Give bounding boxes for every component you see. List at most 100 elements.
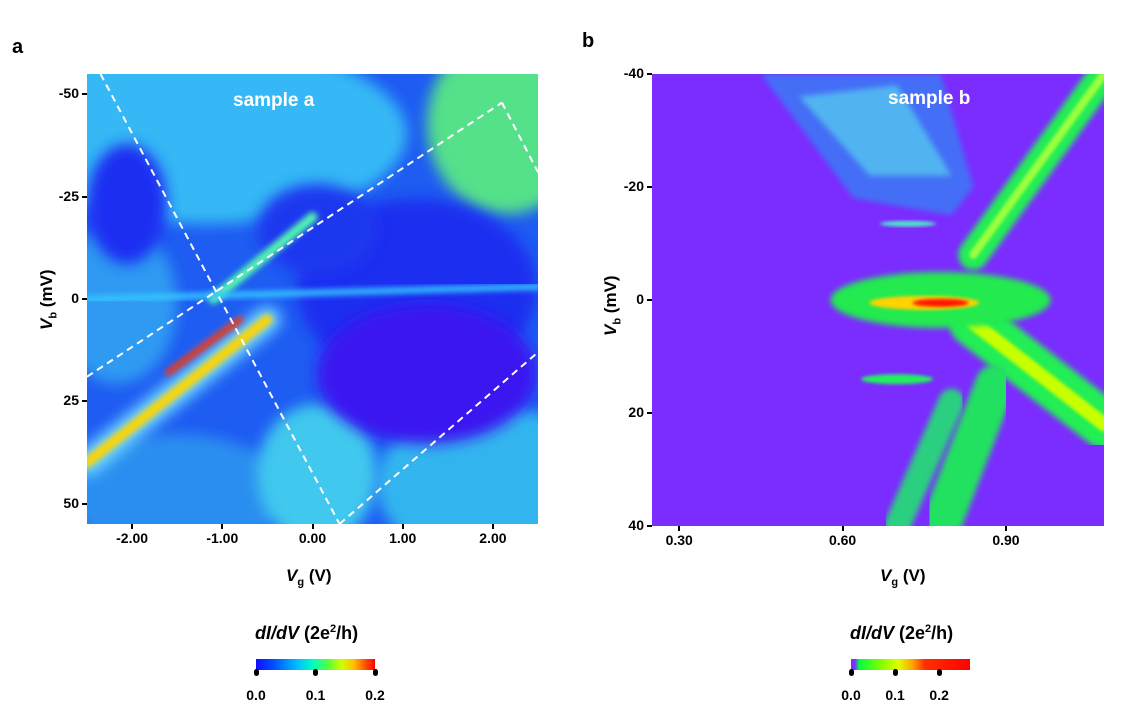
x-tick-label: 1.00 [389, 530, 417, 546]
y-tick-label: 50 [63, 494, 79, 511]
colorbar-b-title: dI/dV (2e2/h) [850, 623, 953, 644]
colorbar-tick-label: 0.2 [929, 687, 949, 703]
left-dark-a [87, 144, 167, 264]
x-tick-label: -2.00 [116, 530, 149, 546]
x-tick-label: 0.90 [992, 532, 1020, 548]
colorbar-tick-mark [936, 669, 942, 676]
bg-bottom-mid-a [257, 404, 377, 524]
colorbar-tick-label: 0.0 [841, 687, 861, 703]
dashed-line-3 [501, 102, 538, 173]
colorbar-b [851, 659, 970, 670]
colorbar-tick-label: 0.1 [305, 687, 326, 703]
y-tick-label: 20 [628, 404, 644, 420]
y-tick-label: -20 [623, 178, 644, 194]
colorbar-tick-label: 0.1 [885, 687, 905, 703]
bright-line-peak-a [165, 316, 244, 376]
colorbar-a-title-unit-post: /h) [336, 623, 359, 643]
x-tick-mark [311, 524, 314, 529]
peak-core-b [912, 298, 969, 307]
heatmap-b-features [652, 74, 1104, 526]
colorbar-tick-mark [253, 669, 259, 676]
x-axis-label-a-sub: g [297, 576, 305, 589]
y-axis-label-a-sub: b [47, 311, 60, 319]
x-axis-label-b-var: V [880, 566, 892, 585]
lower-streaks-2-b [884, 388, 965, 526]
colorbar-b-title-unit-post: /h) [931, 623, 954, 643]
x-axis-label-b-unit: (V) [902, 566, 926, 585]
upper-left-blob-inner-b [799, 85, 952, 176]
y-tick-mark [647, 525, 652, 527]
colorbar-b-title-unit-sup: 2 [925, 623, 932, 635]
x-tick-mark [401, 524, 404, 529]
sample-b-title: sample b [888, 88, 971, 109]
heatmap-a: sample a [87, 74, 538, 524]
diamond-upper-a [257, 184, 377, 274]
y-tick-mark [647, 412, 652, 414]
dashed-line-1 [99, 74, 341, 524]
colorbar-a-title: dI/dV (2e2/h) [255, 623, 358, 644]
colorbar-tick-label: 0.0 [246, 687, 266, 703]
y-tick-mark [82, 400, 87, 403]
x-axis-label-a-unit: (V) [308, 566, 332, 585]
colorbar-a-title-unit-pre: (2e [304, 623, 331, 643]
y-tick-label: 40 [628, 517, 644, 533]
x-tick-mark [1004, 526, 1007, 531]
y-tick-mark [82, 195, 87, 198]
bright-line-core-a [87, 314, 273, 468]
bg-green-corner-a [427, 74, 538, 214]
y-tick-label: 25 [63, 392, 79, 409]
colorbar-b-title-unit-pre: (2e [899, 623, 926, 643]
y-axis-label-a: Vb (mV) [37, 269, 59, 330]
y-tick-label: -25 [58, 187, 79, 204]
colorbar-tick-mark [313, 669, 318, 676]
x-tick-mark [221, 524, 224, 529]
y-axis-label-b-sub: b [611, 317, 624, 325]
x-axis-label-a-var: V [286, 566, 298, 585]
zero-bias-line-a [87, 283, 538, 302]
colorbar-tick-mark [372, 669, 378, 676]
heatmap-a-features [87, 212, 538, 476]
colorbar-a [256, 659, 375, 670]
y-tick-mark [82, 502, 87, 505]
diamond-lower-a [317, 304, 537, 444]
y-tick-mark [647, 186, 652, 188]
x-tick-label: 2.00 [479, 530, 507, 546]
colorbar-a-title-unit-sup: 2 [330, 623, 337, 635]
colorbar-b-title-main: dI/dV [850, 623, 894, 643]
x-tick-label: 0.30 [665, 532, 693, 548]
heatmap-a-background [87, 74, 538, 524]
y-axis-label-a-unit: (mV) [37, 269, 56, 308]
panel-a-label: a [12, 36, 24, 58]
y-axis-label-b: Vb (mV) [601, 275, 623, 336]
colorbar-a-title-main: dI/dV [255, 623, 299, 643]
bg-left-edge-a [87, 224, 177, 384]
heatmap-b: sample b [652, 74, 1104, 526]
x-tick-mark [678, 526, 681, 531]
y-axis-label-b-var: V [601, 324, 620, 336]
y-tick-label: 0 [71, 290, 79, 306]
bg-bottom-left-a [87, 434, 287, 524]
x-tick-label: -1.00 [206, 530, 239, 546]
sample-a-title: sample a [233, 90, 315, 111]
falling-band-core-b [966, 315, 1104, 432]
x-axis-label-a: Vg (V) [286, 566, 331, 588]
y-axis-label-b-unit: (mV) [601, 275, 620, 314]
y-axis-label-a-var: V [37, 318, 56, 330]
dashed-line-4 [338, 351, 538, 524]
panel-b-label: b [582, 30, 595, 52]
y-tick-mark [82, 93, 87, 96]
upper-line-a [208, 212, 318, 304]
rising-band-core-b [969, 74, 1104, 259]
x-tick-mark [131, 524, 134, 529]
y-tick-mark [647, 73, 652, 75]
colorbar-tick-mark [892, 669, 898, 676]
heatmap-a-dashed-overlay [87, 74, 538, 524]
x-axis-label-b: Vg (V) [880, 566, 925, 588]
heatmap-b-svg [652, 74, 1104, 526]
x-axis-label-b-sub: g [891, 576, 899, 589]
heatmap-a-svg [87, 74, 538, 524]
y-tick-label: -40 [623, 65, 644, 81]
y-tick-mark [647, 299, 652, 301]
colorbar-tick-label: 0.2 [365, 687, 385, 703]
x-tick-mark [491, 524, 494, 529]
